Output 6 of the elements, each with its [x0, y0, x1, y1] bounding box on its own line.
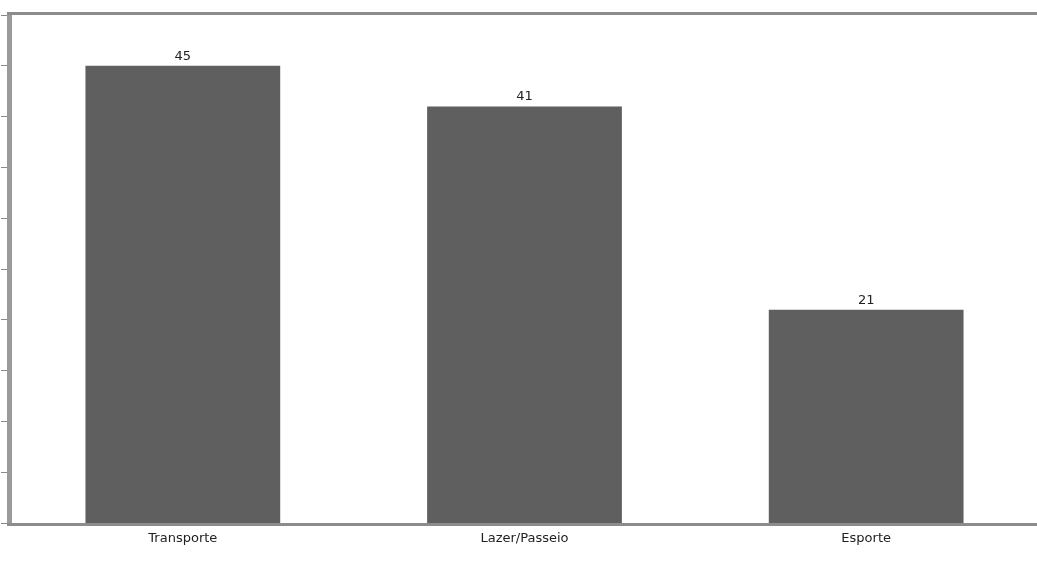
x-tick-label: Esporte: [841, 529, 891, 545]
data-label: 21: [857, 291, 875, 307]
x-tick-label: Transporte: [147, 529, 218, 545]
data-label: 41: [516, 88, 533, 104]
data-label: 45: [174, 47, 192, 63]
x-tick-label: Lazer/Passeio: [480, 529, 569, 545]
